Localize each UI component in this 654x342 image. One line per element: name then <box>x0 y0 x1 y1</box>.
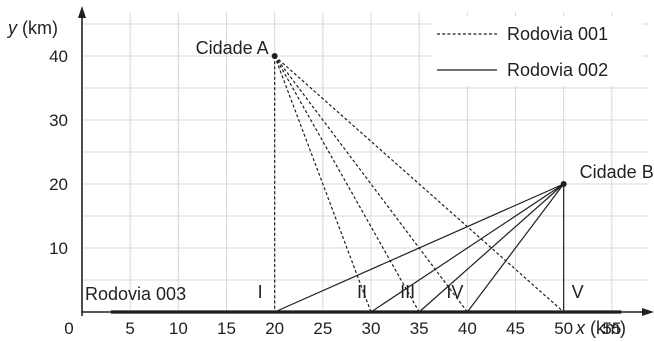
cidade-a-label: Cidade A <box>196 38 269 58</box>
x-tick-label: 45 <box>506 319 525 338</box>
x-tick-label: 40 <box>458 319 477 338</box>
road-point-label: I <box>258 282 263 302</box>
x-axis-arrow <box>642 308 654 316</box>
x-tick-label: 20 <box>265 319 284 338</box>
road-point-label: II <box>357 282 367 302</box>
legend-label: Rodovia 001 <box>507 24 608 44</box>
legend-box <box>432 16 642 86</box>
x-tick-label: 35 <box>410 319 429 338</box>
rodovia-001-segment <box>274 55 372 313</box>
x-axis-label: x (km) <box>575 318 626 338</box>
legend-label: Rodovia 002 <box>507 60 608 80</box>
rodovia-002-segment <box>418 183 565 313</box>
rodovia-002-segment <box>370 183 564 313</box>
legend: Rodovia 001 Rodovia 002 <box>432 16 642 86</box>
x-tick-label: 0 <box>64 319 73 338</box>
y-axis-label: y (km) <box>6 18 58 38</box>
axes <box>78 6 654 316</box>
cidade-b-label: Cidade B <box>580 162 654 182</box>
road-point-label: III <box>400 282 415 302</box>
road-point-label: V <box>572 282 584 302</box>
y-tick-label: 10 <box>49 239 68 258</box>
x-tick-label: 5 <box>125 319 134 338</box>
x-tick-label: 10 <box>169 319 188 338</box>
cidade-b-point <box>560 181 567 187</box>
x-tick-label: 25 <box>313 319 332 338</box>
y-tick-label: 30 <box>49 111 68 130</box>
labels: 0 5 10 15 20 25 30 35 40 45 50 55 10 20 30 40 y (km) x (k… <box>6 18 654 338</box>
x-tick-label: 15 <box>217 319 236 338</box>
y-axis-arrow <box>78 6 86 18</box>
rodovia-003-label: Rodovia 003 <box>85 284 186 304</box>
rodovia-002-segment <box>466 183 565 313</box>
x-tick-label: 30 <box>362 319 381 338</box>
cidade-a-point <box>271 53 278 59</box>
road-point-label: IV <box>446 282 463 302</box>
rodovia-001-segment <box>274 55 420 313</box>
marks <box>271 53 567 187</box>
x-tick-label: 55 <box>602 319 621 338</box>
rodovia-002-segment <box>274 183 564 313</box>
x-tick-label: 50 <box>554 319 573 338</box>
y-tick-label: 20 <box>49 175 68 194</box>
y-tick-label: 40 <box>49 47 68 66</box>
rodovia-001-segment <box>274 55 565 313</box>
